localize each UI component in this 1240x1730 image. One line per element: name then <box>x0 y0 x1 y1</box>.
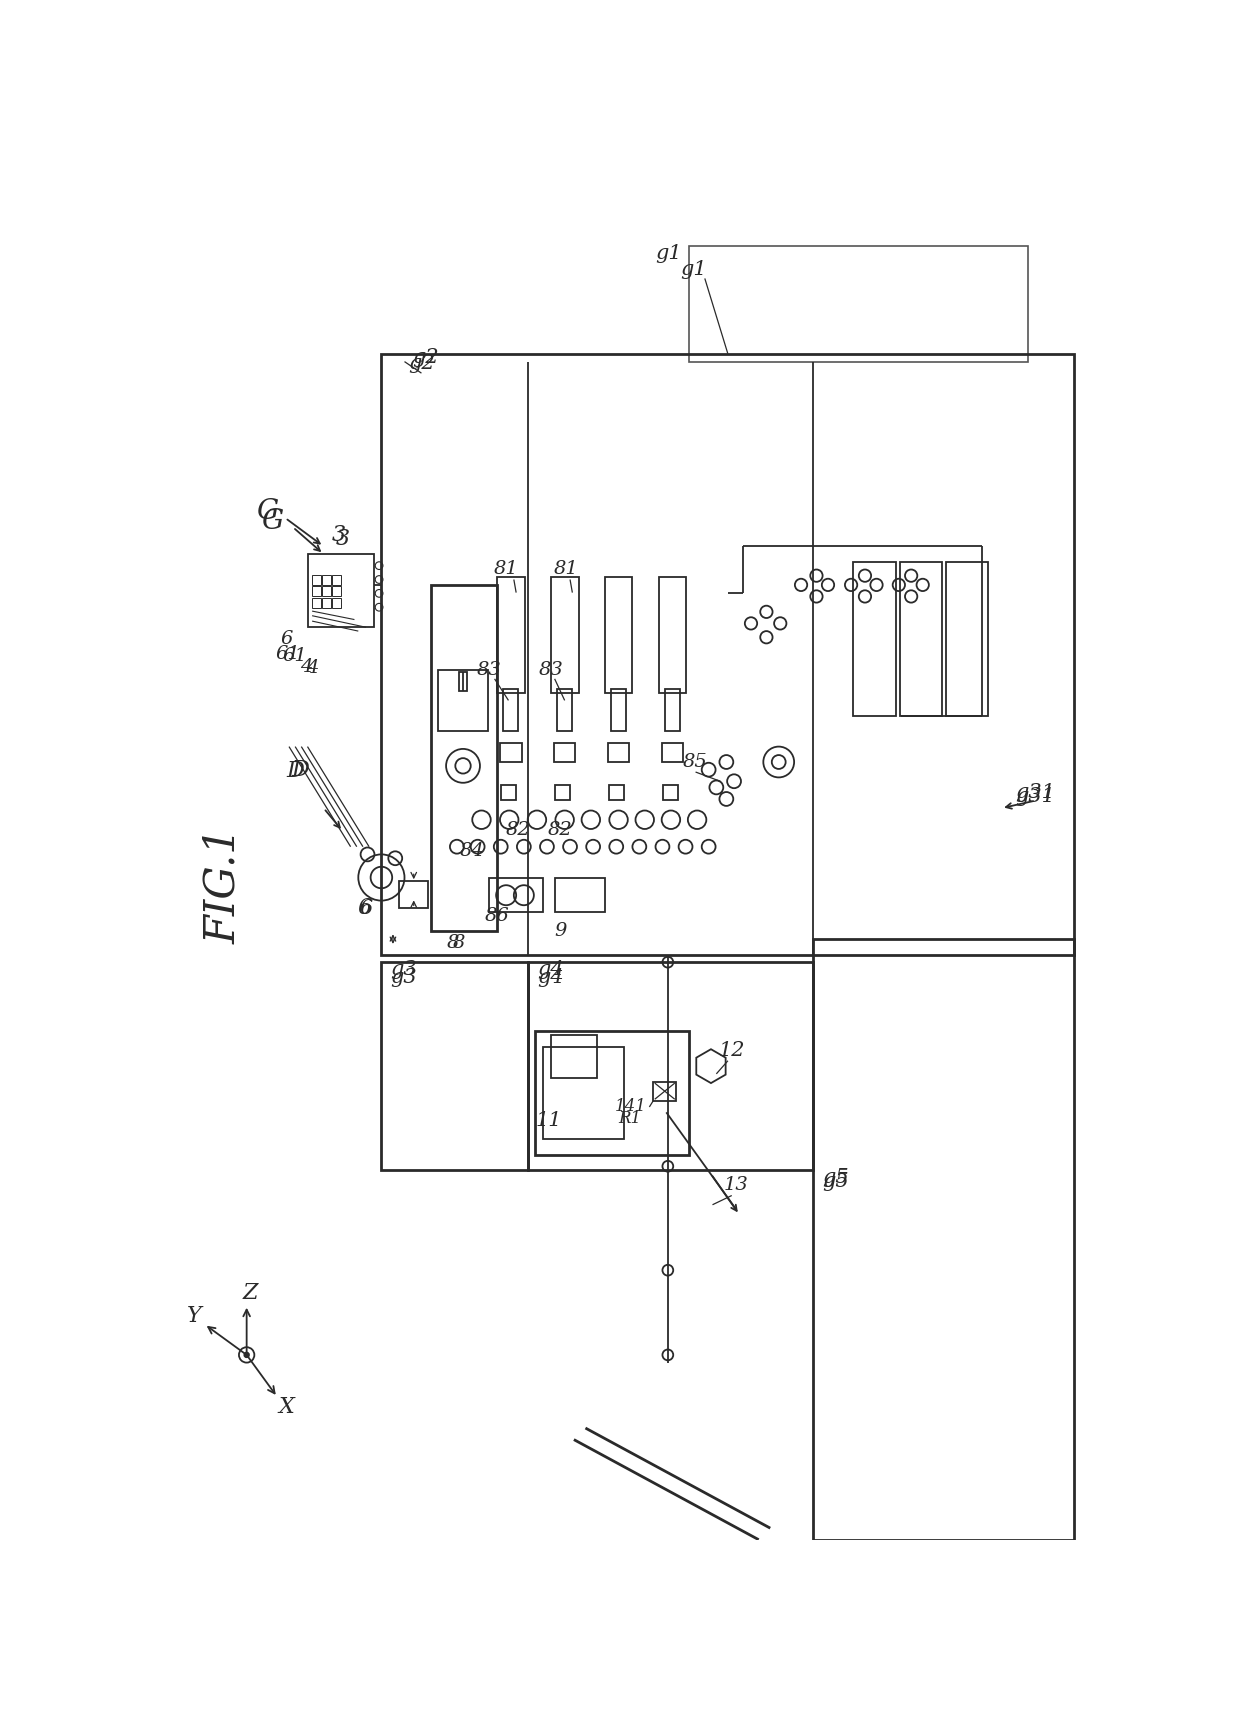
Bar <box>490 877 543 912</box>
Text: 6: 6 <box>357 898 372 919</box>
Text: g4: g4 <box>537 969 563 988</box>
Bar <box>500 742 522 761</box>
Bar <box>543 1047 624 1140</box>
Text: 8: 8 <box>446 934 459 952</box>
Text: 61: 61 <box>283 647 308 664</box>
Text: 4: 4 <box>306 659 319 676</box>
Text: 4: 4 <box>300 657 312 675</box>
Bar <box>658 578 686 692</box>
Text: 3: 3 <box>332 524 346 547</box>
Text: 82: 82 <box>506 820 531 839</box>
Bar <box>438 670 487 732</box>
Text: 3: 3 <box>336 528 350 550</box>
Text: g3: g3 <box>391 960 418 979</box>
Bar <box>557 689 573 732</box>
Text: g5: g5 <box>822 1168 848 1187</box>
Text: 83: 83 <box>538 661 563 678</box>
Bar <box>536 1031 689 1154</box>
Bar <box>554 877 605 912</box>
Text: Y: Y <box>187 1306 202 1327</box>
Bar <box>551 1035 596 1078</box>
Bar <box>528 962 812 1169</box>
Text: 9: 9 <box>554 922 567 941</box>
Bar <box>322 586 331 597</box>
Bar <box>611 689 626 732</box>
Text: g31: g31 <box>1016 784 1055 803</box>
Text: G: G <box>260 509 283 535</box>
Bar <box>605 578 632 692</box>
Text: 11: 11 <box>536 1111 562 1130</box>
Text: g1: g1 <box>680 260 707 279</box>
Text: 12: 12 <box>718 1041 745 1060</box>
Text: R1: R1 <box>619 1111 641 1126</box>
Bar <box>608 742 630 761</box>
Bar <box>309 554 373 628</box>
Bar <box>662 742 683 761</box>
Text: G: G <box>257 498 279 526</box>
Text: 6: 6 <box>360 900 373 919</box>
Text: 81: 81 <box>494 561 518 578</box>
Bar <box>312 599 321 607</box>
Text: 85: 85 <box>683 753 708 772</box>
Bar <box>332 599 341 607</box>
Bar <box>853 562 895 716</box>
Bar <box>432 585 497 931</box>
Text: g2: g2 <box>412 348 439 367</box>
Bar <box>497 578 525 692</box>
Bar <box>812 939 1074 1540</box>
Bar <box>332 574 341 585</box>
Text: g5: g5 <box>822 1173 848 1192</box>
Text: 83: 83 <box>477 661 501 678</box>
Text: g1: g1 <box>655 244 682 263</box>
Bar <box>399 881 428 908</box>
Text: 6: 6 <box>280 630 293 647</box>
Text: g31: g31 <box>1016 787 1055 806</box>
Text: Z: Z <box>243 1282 258 1304</box>
Text: g3: g3 <box>391 969 418 988</box>
Text: 84: 84 <box>460 841 485 860</box>
Text: FIG.1: FIG.1 <box>202 827 244 943</box>
Bar <box>459 671 467 692</box>
Bar <box>653 1081 676 1100</box>
Text: 86: 86 <box>485 907 510 926</box>
Bar <box>946 562 988 716</box>
Bar <box>312 574 321 585</box>
Text: 13: 13 <box>723 1176 748 1194</box>
Bar <box>899 562 942 716</box>
Bar <box>322 599 331 607</box>
Bar <box>332 586 341 597</box>
Bar <box>322 574 331 585</box>
Bar <box>382 355 1074 955</box>
Bar <box>689 246 1028 362</box>
Bar <box>503 689 518 732</box>
Text: 141: 141 <box>615 1099 647 1116</box>
Bar <box>554 742 575 761</box>
Text: 8: 8 <box>453 934 465 952</box>
Text: g2: g2 <box>408 355 435 374</box>
Circle shape <box>244 1353 249 1358</box>
Text: 82: 82 <box>548 820 573 839</box>
Text: 61: 61 <box>275 645 300 663</box>
Text: g4: g4 <box>537 960 563 979</box>
Bar <box>665 689 681 732</box>
Text: D: D <box>291 759 310 780</box>
Text: X: X <box>279 1396 295 1419</box>
Text: D: D <box>286 759 304 782</box>
Bar <box>382 962 528 1169</box>
Bar <box>312 586 321 597</box>
Text: 81: 81 <box>554 561 579 578</box>
Bar <box>551 578 579 692</box>
